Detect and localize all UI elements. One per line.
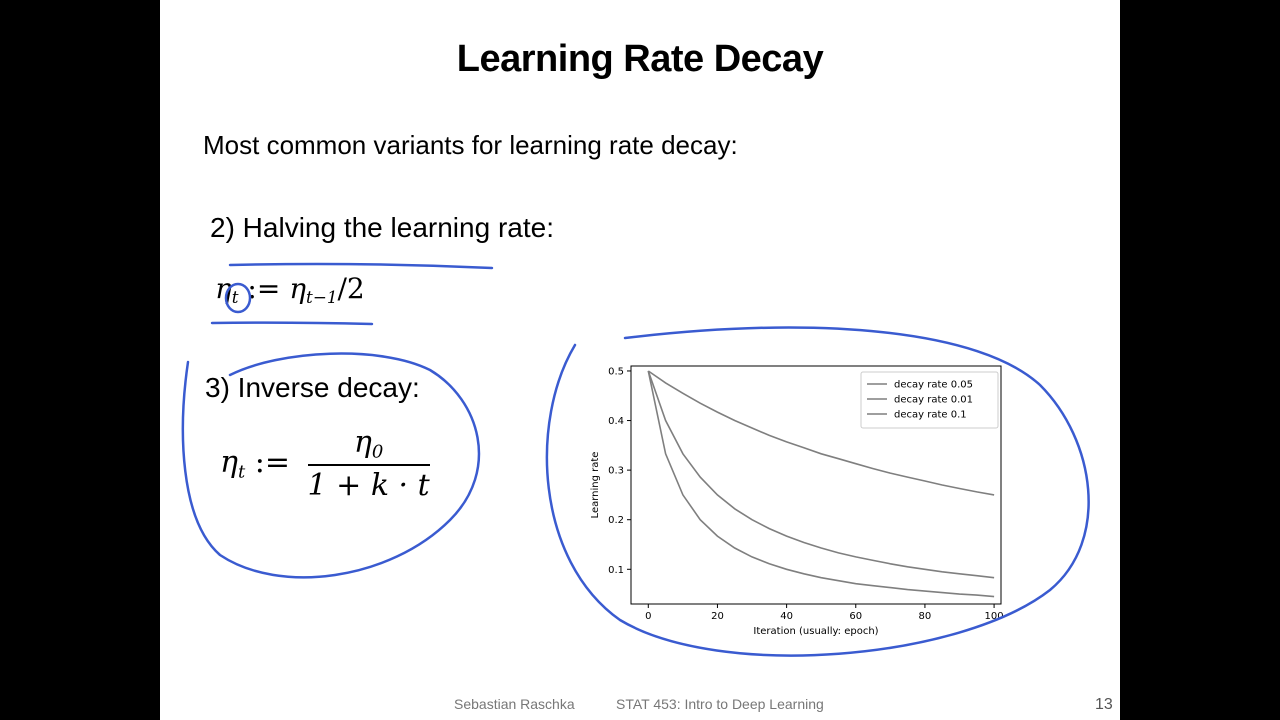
fraction: η0 1 + k · t bbox=[307, 425, 430, 504]
eq2-assign: := bbox=[245, 445, 300, 481]
underline-equation-1 bbox=[210, 321, 374, 326]
fraction-numerator: η0 bbox=[307, 425, 430, 467]
item-2-heading: 2) Halving the learning rate: bbox=[210, 212, 554, 243]
legend-label-2: decay rate 0.01 bbox=[894, 395, 973, 406]
eq1-lhs: η bbox=[215, 272, 232, 305]
footer-author: Sebastian Raschka bbox=[454, 696, 575, 712]
y-tick-label: 0.5 bbox=[608, 366, 624, 377]
x-tick-label: 20 bbox=[711, 611, 724, 622]
x-axis-label: Iteration (usually: epoch) bbox=[753, 626, 878, 637]
x-tick-label: 40 bbox=[780, 611, 793, 622]
slide: Learning Rate Decay Most common variants… bbox=[160, 0, 1120, 720]
y-tick-label: 0.1 bbox=[608, 565, 624, 576]
eq1-lhs-sub: t bbox=[231, 287, 239, 307]
eq2-lhs: η bbox=[220, 445, 238, 481]
eq2-numerator-sub: 0 bbox=[371, 441, 384, 463]
fraction-denominator: 1 + k · t bbox=[307, 468, 430, 504]
slide-title: Learning Rate Decay bbox=[456, 38, 824, 80]
x-tick-label: 60 bbox=[849, 611, 862, 622]
y-tick-label: 0.4 bbox=[608, 416, 624, 427]
footer-course: STAT 453: Intro to Deep Learning bbox=[616, 696, 824, 712]
x-tick-label: 100 bbox=[985, 611, 1004, 622]
x-tick-label: 80 bbox=[919, 611, 932, 622]
inverse-decay-equation: ηt := η0 1 + k · t bbox=[220, 425, 430, 503]
y-axis-label: Learning rate bbox=[590, 452, 601, 519]
halving-equation: ηt := ηt−1/2 bbox=[215, 272, 365, 307]
legend-label-3: decay rate 0.1 bbox=[894, 410, 967, 421]
intro-text: Most common variants for learning rate d… bbox=[203, 130, 738, 160]
eq1-rhs-sub: t−1 bbox=[306, 287, 338, 307]
y-tick-label: 0.3 bbox=[608, 466, 624, 477]
item-3-heading: 3) Inverse decay: bbox=[205, 372, 420, 403]
legend-label-1: decay rate 0.05 bbox=[894, 380, 973, 391]
x-tick-label: 0 bbox=[645, 611, 651, 622]
y-tick-label: 0.2 bbox=[608, 515, 624, 526]
eq1-rhs: η bbox=[289, 272, 307, 305]
eq1-tail: /2 bbox=[337, 272, 365, 305]
learning-rate-chart: 0 20 40 60 80 100 0.1 0.2 0.3 0.4 0.5 Iteration (us… bbox=[590, 365, 1004, 637]
eq1-assign: := bbox=[238, 272, 290, 305]
page-number: 13 bbox=[1095, 696, 1113, 713]
underline-heading-2 bbox=[228, 262, 494, 270]
eq2-numerator: η bbox=[353, 425, 372, 460]
